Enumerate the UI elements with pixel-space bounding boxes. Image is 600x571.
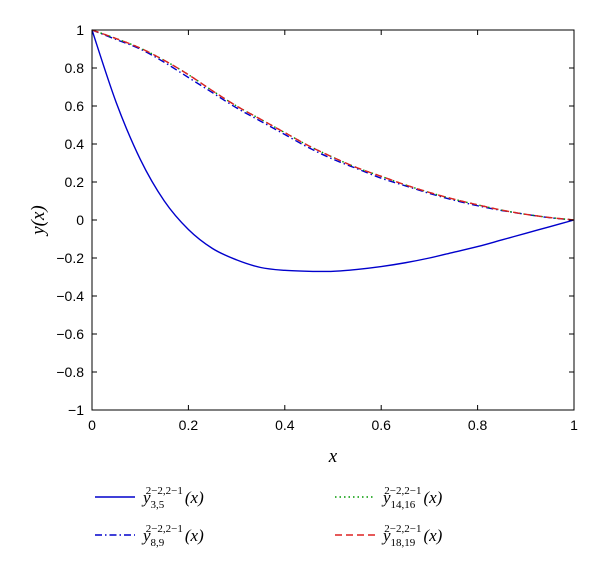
series-line-3-5 [91,29,575,273]
x-tick-label: 0.4 [275,417,295,433]
y-tick-label: −0.6 [56,326,84,342]
plot-frame [91,29,575,411]
y-tick-label: 0.6 [65,98,85,114]
y-tick-label: −0.8 [56,364,84,380]
y-tick-label: −1 [68,402,84,418]
y-tick-label: −0.4 [56,288,84,304]
plot-area [91,29,575,411]
x-tick-label: 0.2 [179,417,199,433]
y-tick-label: −0.2 [56,250,84,266]
y-tick-label: 0 [76,212,84,228]
x-axis-label: x [328,446,338,467]
series-layer [91,29,575,273]
x-tick-label: 1 [570,417,578,433]
y-tick-label: 0.4 [65,136,85,152]
legend-label-14-16: y14,162−2,2−1 (x) [381,485,443,511]
legend-label-18-19: y18,192−2,2−1 (x) [381,523,443,549]
legend-label-3-5: y3,52−2,2−1 (x) [141,485,204,511]
y-tick-label: 0.8 [65,60,85,76]
x-tick-label: 0.6 [371,417,391,433]
series-line-8-9 [91,29,575,221]
axes-layer: 0 0.2 0.4 0.6 0.8 1 1 0.8 0.6 0.4 0.2 0 −0.2 −0.4 −0.6… [56,22,578,433]
legend: y3,52−2,2−1 (x) y8,92−2,2−1 (x) y14,162−2,2−… [95,485,443,549]
y-tick-label: 1 [76,22,84,38]
series-line-14-16 [91,29,575,221]
y-tick-label: 0.2 [65,174,85,190]
x-tick-label: 0 [88,417,96,433]
y-axis-label: y(x) [28,205,49,237]
series-line-18-19 [91,29,575,221]
legend-label-8-9: y8,92−2,2−1 (x) [141,523,204,549]
x-tick-label: 0.8 [468,417,488,433]
